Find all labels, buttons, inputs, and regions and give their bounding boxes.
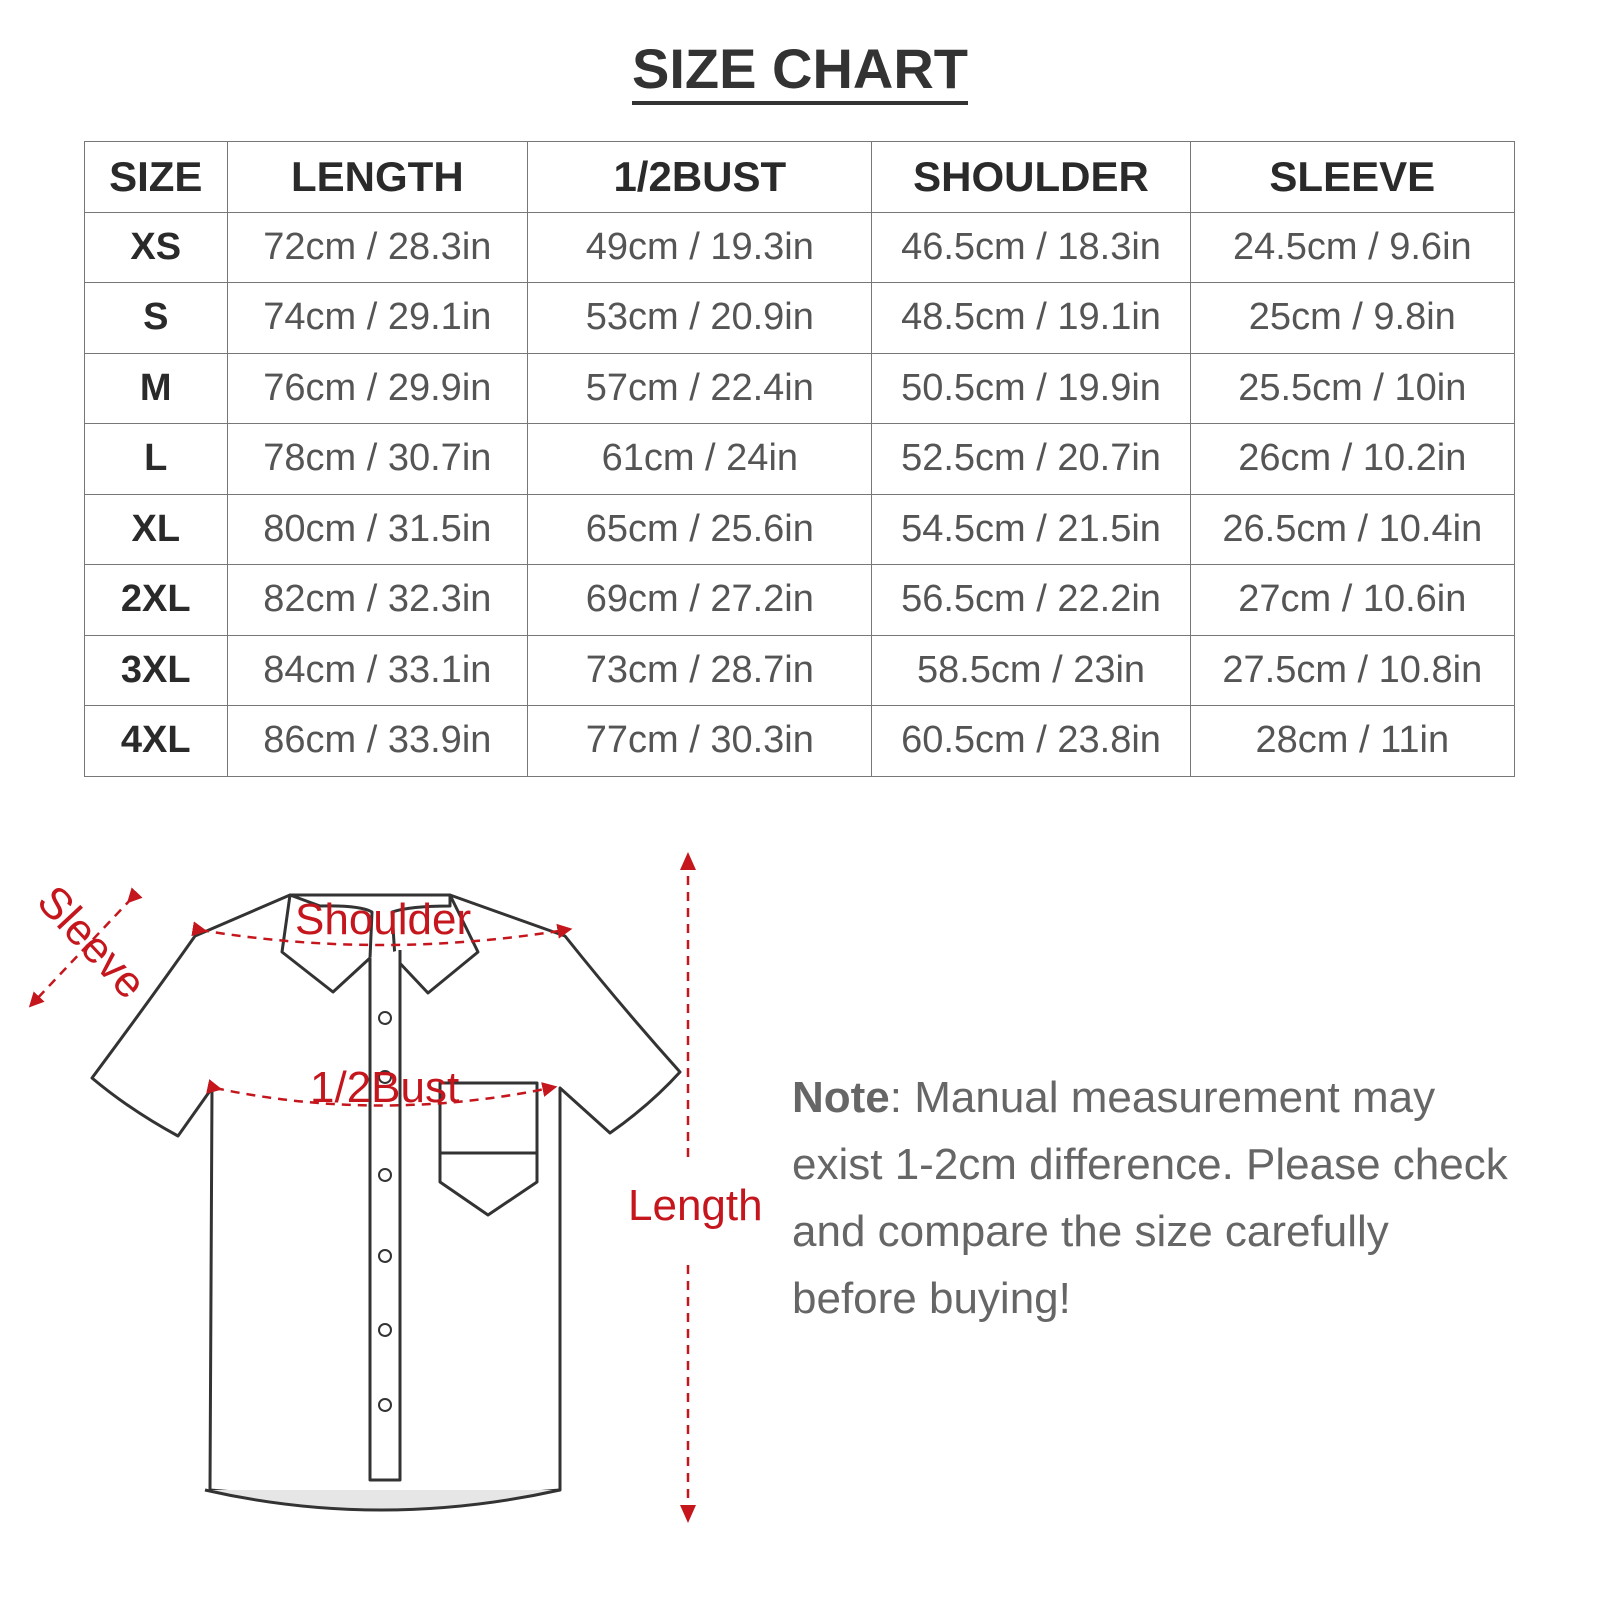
measurement-cell: 27.5cm / 10.8in	[1189, 634, 1516, 706]
size-cell: 4XL	[84, 705, 228, 777]
shirt-diagram: Shoulder 1/2Bust Length Sleeve	[28, 852, 763, 1523]
measurement-cell: 52.5cm / 20.7in	[871, 423, 1191, 495]
shoulder-label: Shoulder	[295, 895, 471, 944]
measurement-cell: 86cm / 33.9in	[226, 705, 529, 777]
size-cell: L	[84, 423, 228, 495]
table-row: M 76cm / 29.9in 57cm / 22.4in 50.5cm / 19.9…	[84, 352, 1516, 424]
table-row: 3XL 84cm / 33.1in 73cm / 28.7in 58.5cm / 23…	[84, 634, 1516, 706]
measurement-cell: 28cm / 11in	[1189, 705, 1516, 777]
measurement-cell: 50.5cm / 19.9in	[871, 352, 1191, 424]
size-cell: M	[84, 352, 228, 424]
page-title: SIZE CHART	[0, 36, 1600, 105]
measurement-cell: 49cm / 19.3in	[527, 211, 873, 283]
measurement-cell: 26cm / 10.2in	[1189, 423, 1516, 495]
measurement-cell: 53cm / 20.9in	[527, 282, 873, 354]
measurement-cell: 73cm / 28.7in	[527, 634, 873, 706]
measurement-cell: 57cm / 22.4in	[527, 352, 873, 424]
column-header: SLEEVE	[1189, 141, 1516, 213]
measurement-cell: 65cm / 25.6in	[527, 493, 873, 565]
bust-label: 1/2Bust	[310, 1063, 459, 1112]
sleeve-label: Sleeve	[28, 876, 156, 1008]
size-cell: XS	[84, 211, 228, 283]
size-cell: S	[84, 282, 228, 354]
table-row: XS 72cm / 28.3in 49cm / 19.3in 46.5cm / 18.…	[84, 211, 1516, 283]
shirt-icon	[90, 893, 682, 1512]
column-header: SHOULDER	[871, 141, 1191, 213]
note-text: Note: Manual measurement may exist 1-2cm…	[792, 1073, 1508, 1323]
measurement-cell: 76cm / 29.9in	[226, 352, 529, 424]
measurement-cell: 26.5cm / 10.4in	[1189, 493, 1516, 565]
measurement-cell: 78cm / 30.7in	[226, 423, 529, 495]
column-header: 1/2BUST	[527, 141, 873, 213]
measurement-cell: 27cm / 10.6in	[1189, 564, 1516, 636]
table-row: 2XL 82cm / 32.3in 69cm / 27.2in 56.5cm / 22…	[84, 564, 1516, 636]
measurement-cell: 56.5cm / 22.2in	[871, 564, 1191, 636]
measurement-cell: 77cm / 30.3in	[527, 705, 873, 777]
measurement-cell: 61cm / 24in	[527, 423, 873, 495]
table-header-row: SIZE LENGTH 1/2BUST SHOULDER SLEEVE	[84, 141, 1516, 213]
measurement-cell: 74cm / 29.1in	[226, 282, 529, 354]
measurement-cell: 54.5cm / 21.5in	[871, 493, 1191, 565]
table-row: 4XL 86cm / 33.9in 77cm / 30.3in 60.5cm / 23…	[84, 705, 1516, 777]
measurement-cell: 25.5cm / 10in	[1189, 352, 1516, 424]
measurement-cell: 69cm / 27.2in	[527, 564, 873, 636]
measurement-cell: 48.5cm / 19.1in	[871, 282, 1191, 354]
measurement-cell: 25cm / 9.8in	[1189, 282, 1516, 354]
column-header: SIZE	[84, 141, 228, 213]
length-label: Length	[628, 1181, 763, 1230]
measurement-cell: 46.5cm / 18.3in	[871, 211, 1191, 283]
note-label: Note	[792, 1073, 890, 1122]
measurement-cell: 80cm / 31.5in	[226, 493, 529, 565]
size-cell: 2XL	[84, 564, 228, 636]
measurement-cell: 82cm / 32.3in	[226, 564, 529, 636]
size-table: SIZE LENGTH 1/2BUST SHOULDER SLEEVE XS 72cm /…	[84, 141, 1516, 777]
measurement-cell: 84cm / 33.1in	[226, 634, 529, 706]
size-cell: 3XL	[84, 634, 228, 706]
column-header: LENGTH	[226, 141, 529, 213]
measurement-cell: 72cm / 28.3in	[226, 211, 529, 283]
table-row: L 78cm / 30.7in 61cm / 24in 52.5cm / 20.7in…	[84, 423, 1516, 495]
table-row: XL 80cm / 31.5in 65cm / 25.6in 54.5cm / 21.…	[84, 493, 1516, 565]
measurement-cell: 24.5cm / 9.6in	[1189, 211, 1516, 283]
table-row: S 74cm / 29.1in 53cm / 20.9in 48.5cm / 19.1…	[84, 282, 1516, 354]
size-cell: XL	[84, 493, 228, 565]
measurement-cell: 58.5cm / 23in	[871, 634, 1191, 706]
measurement-cell: 60.5cm / 23.8in	[871, 705, 1191, 777]
